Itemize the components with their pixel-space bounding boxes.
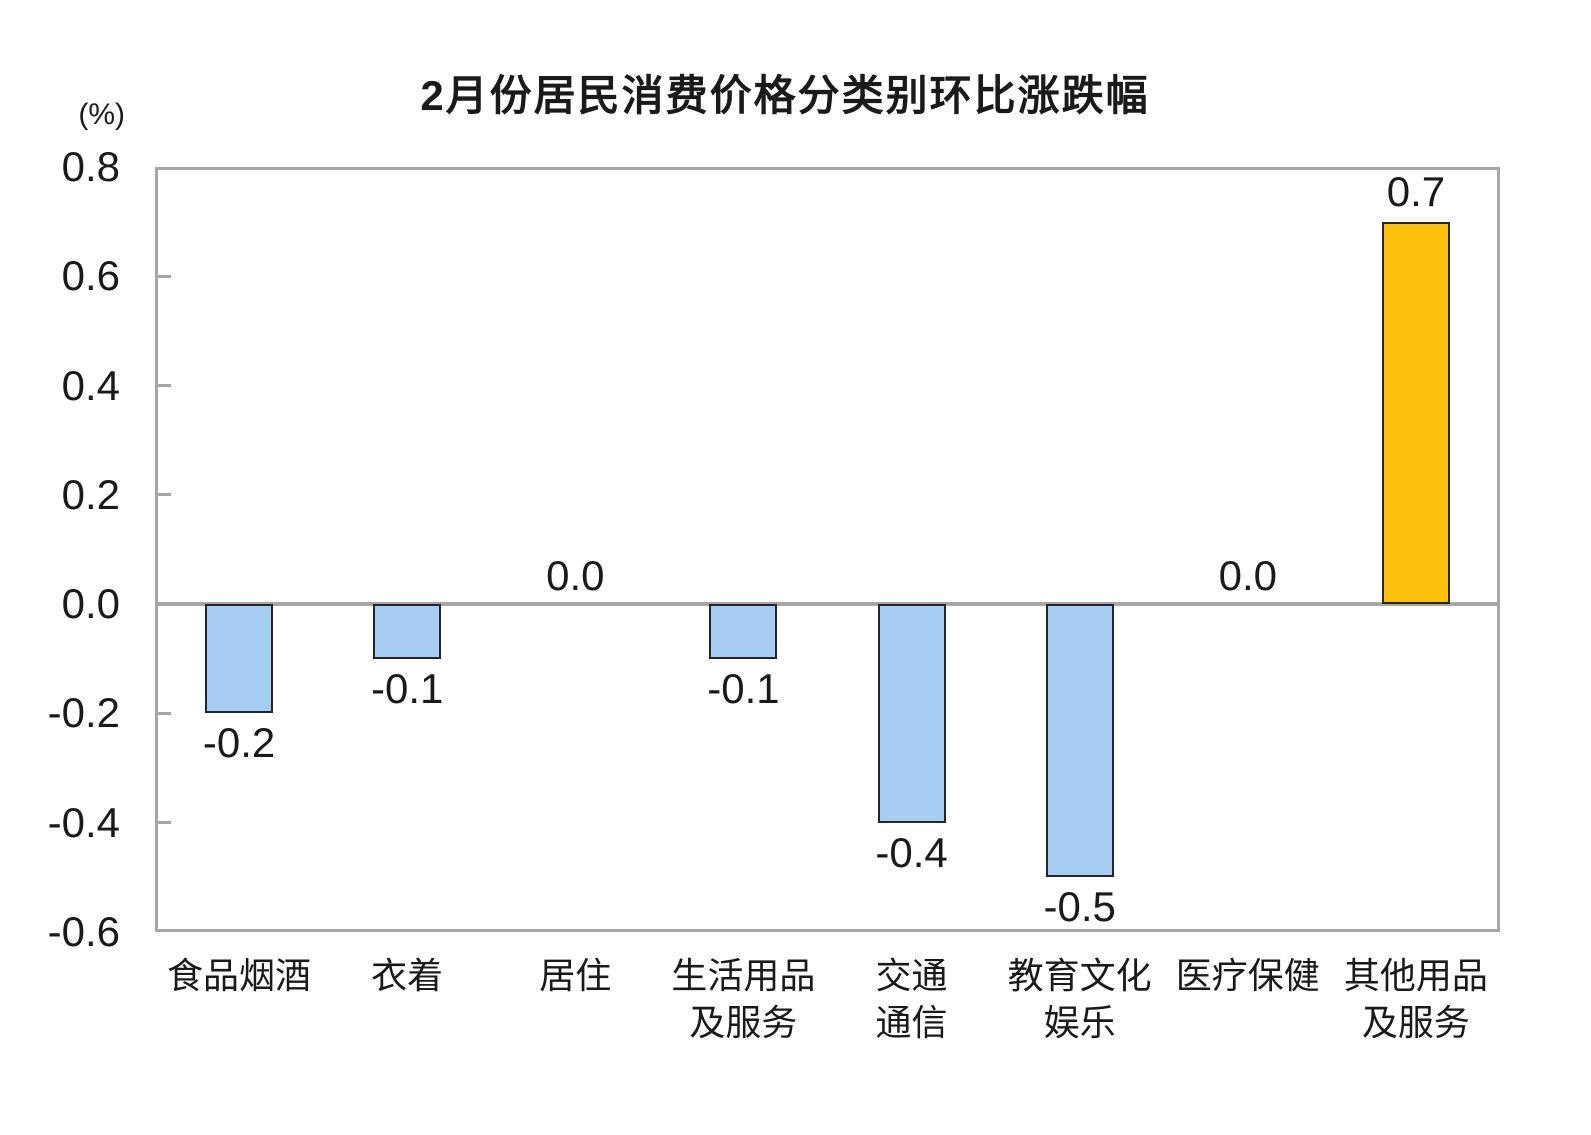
bar-value-label: 0.0 <box>1218 552 1278 600</box>
x-axis-category-label-line: 娱乐 <box>1043 1002 1116 1043</box>
bar-value-label: -0.2 <box>202 719 276 767</box>
x-axis-category-label: 其他用品 及服务 <box>1344 952 1488 1046</box>
x-axis-category-label: 生活用品 及服务 <box>671 952 815 1046</box>
bar-value-label: -0.1 <box>371 664 444 712</box>
x-axis-category-label: 食品烟酒 <box>167 952 311 999</box>
bar <box>205 604 274 714</box>
bar <box>877 604 946 823</box>
x-axis-category-label: 医疗保健 <box>1176 952 1320 999</box>
x-axis-category-label-line: 其他用品 <box>1343 955 1488 996</box>
bar-value-label: 0.0 <box>546 552 605 600</box>
y-axis-tick-label: 0.6 <box>61 252 120 300</box>
x-axis-category-label: 居住 <box>539 952 611 999</box>
x-axis-category-label: 教育文化 娱乐 <box>1008 952 1152 1046</box>
y-axis-tick-label: -0.4 <box>47 798 120 846</box>
y-axis-tick-label: 0.8 <box>61 143 120 190</box>
y-axis-tick-mark <box>158 493 171 497</box>
y-axis-tick-label: 0.4 <box>61 361 120 409</box>
y-axis-unit-label: (%) <box>78 98 125 131</box>
x-axis-category-label: 交通 通信 <box>876 952 948 1046</box>
bar-value-label: -0.4 <box>875 828 948 876</box>
x-axis-category-label-line: 及服务 <box>1361 1002 1470 1043</box>
y-axis-tick-label: -0.2 <box>47 689 120 737</box>
x-axis-category-label-line: 医疗保健 <box>1175 955 1320 996</box>
y-axis-tick-mark <box>158 711 171 715</box>
bar <box>1381 221 1450 605</box>
x-axis-category-label-line: 通信 <box>875 1002 948 1043</box>
zero-axis-line <box>155 602 1500 607</box>
x-axis-category-label-line: 食品烟酒 <box>167 955 312 996</box>
y-axis-tick-mark <box>158 821 171 825</box>
x-axis-category-label-line: 衣着 <box>371 955 444 996</box>
x-axis-category-label-line: 交通 <box>875 955 948 996</box>
plot-area-frame <box>155 167 1500 932</box>
bar <box>1045 604 1114 878</box>
y-axis-tick-mark <box>158 384 171 388</box>
x-axis-category-label-line: 居住 <box>539 955 612 996</box>
bar-value-label: -0.1 <box>707 664 780 712</box>
x-axis-category-label-line: 生活用品 <box>671 955 816 996</box>
x-axis-category-label-line: 教育文化 <box>1007 955 1152 996</box>
bar-value-label: -0.5 <box>1043 883 1116 931</box>
x-axis-category-label: 衣着 <box>371 952 443 999</box>
y-axis-tick-label: 0.0 <box>61 580 120 628</box>
y-axis-tick-label: -0.6 <box>47 908 120 955</box>
bar <box>373 604 442 659</box>
x-axis-category-label-line: 及服务 <box>689 1002 798 1043</box>
y-axis-tick-mark <box>158 274 171 278</box>
chart-title: 2月份居民消费价格分类别环比涨跌幅 <box>420 72 1150 119</box>
y-axis-tick-label: 0.2 <box>61 470 120 518</box>
bar-value-label: 0.7 <box>1386 167 1446 215</box>
bar <box>709 604 778 659</box>
